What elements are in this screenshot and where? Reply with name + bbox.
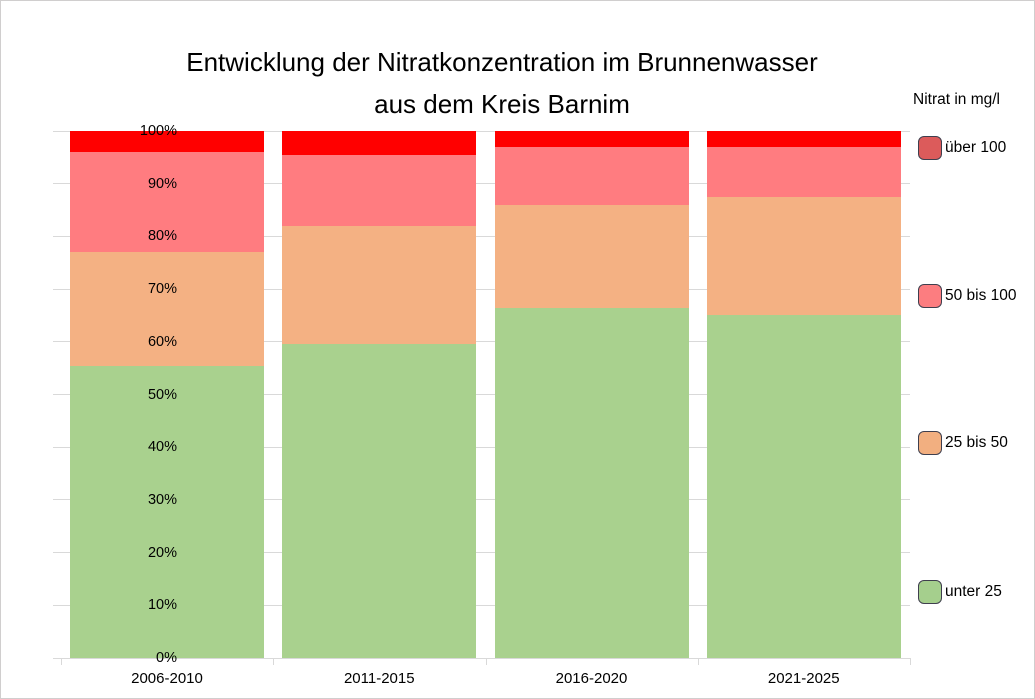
bar-segment-über-100 bbox=[70, 131, 265, 153]
bar-segment-unter-25 bbox=[706, 315, 901, 658]
bar-segment-25-bis-50 bbox=[494, 204, 689, 308]
gridline bbox=[61, 446, 910, 448]
bar-segment-über-100 bbox=[706, 131, 901, 147]
y-axis-tick bbox=[53, 446, 61, 448]
chart-title: Entwicklung der Nitratkonzentration im B… bbox=[1, 41, 1003, 125]
y-axis-tick bbox=[53, 288, 61, 290]
bar-segment-25-bis-50 bbox=[282, 225, 477, 345]
plot-area bbox=[61, 130, 910, 659]
y-axis-tick-label: 40% bbox=[147, 439, 177, 456]
bar-segment-über-100 bbox=[282, 131, 477, 155]
bar-segment-unter-25 bbox=[282, 344, 477, 658]
legend-title: Nitrat in mg/l bbox=[913, 91, 1000, 108]
y-axis-tick-label: 90% bbox=[147, 175, 177, 192]
y-axis-tick bbox=[53, 499, 61, 501]
bar-segment-25-bis-50 bbox=[706, 196, 901, 316]
legend-swatch-icon bbox=[918, 580, 942, 604]
y-axis-tick bbox=[53, 341, 61, 343]
bar-segment-50-bis-100 bbox=[282, 154, 477, 226]
y-axis-tick-label: 100% bbox=[139, 123, 177, 139]
y-axis-tick bbox=[53, 183, 61, 185]
y-axis-tick bbox=[53, 657, 61, 659]
x-axis-tick bbox=[910, 658, 911, 665]
gridline bbox=[61, 499, 910, 501]
x-axis-label: 2006-2010 bbox=[131, 670, 203, 687]
x-axis-label: 2011-2015 bbox=[343, 670, 415, 687]
legend-swatch-icon bbox=[918, 136, 942, 160]
y-axis-tick bbox=[53, 552, 61, 554]
y-axis-tick-label: 10% bbox=[147, 597, 177, 614]
bar-segment-50-bis-100 bbox=[706, 146, 901, 197]
y-axis-tick-label: 60% bbox=[147, 333, 177, 350]
bar-segment-über-100 bbox=[494, 131, 689, 147]
x-axis-label: 2016-2020 bbox=[555, 670, 628, 687]
x-axis-tick bbox=[273, 658, 275, 665]
y-axis-tick bbox=[53, 604, 61, 606]
x-axis-tick bbox=[61, 658, 62, 665]
legend-label: unter 25 bbox=[945, 583, 1002, 600]
y-axis-tick bbox=[53, 235, 61, 237]
y-axis-tick-label: 80% bbox=[147, 228, 177, 245]
y-axis-tick-label: 50% bbox=[147, 386, 177, 403]
gridline bbox=[61, 288, 910, 290]
legend-label: über 100 bbox=[945, 139, 1007, 156]
x-axis-tick bbox=[697, 658, 699, 665]
gridline bbox=[61, 130, 910, 132]
bar-segment-50-bis-100 bbox=[494, 146, 689, 205]
y-axis-tick-label: 70% bbox=[147, 281, 177, 298]
chart-title-line2: aus dem Kreis Barnim bbox=[374, 89, 630, 119]
legend-label: 25 bis 50 bbox=[945, 434, 1008, 451]
legend-label: 50 bis 100 bbox=[945, 287, 1017, 304]
gridline bbox=[61, 604, 910, 606]
gridline bbox=[61, 552, 910, 554]
y-axis-tick-label: 20% bbox=[147, 544, 177, 561]
gridline bbox=[61, 235, 910, 237]
y-axis-tick bbox=[53, 130, 61, 132]
gridline bbox=[61, 394, 910, 395]
legend-swatch-icon bbox=[918, 431, 942, 455]
x-axis-tick bbox=[485, 658, 487, 665]
gridline bbox=[61, 183, 910, 185]
y-axis-tick-label: 30% bbox=[147, 491, 177, 508]
bar-segment-25-bis-50 bbox=[70, 252, 265, 366]
bar-segment-unter-25 bbox=[70, 365, 265, 658]
chart-title-line1: Entwicklung der Nitratkonzentration im B… bbox=[186, 47, 818, 77]
bar-segment-unter-25 bbox=[494, 307, 689, 658]
gridline bbox=[61, 341, 910, 343]
legend-swatch-icon bbox=[918, 284, 942, 308]
bar-segment-50-bis-100 bbox=[70, 152, 265, 253]
y-axis-tick bbox=[53, 394, 61, 395]
y-axis-tick-label: 0% bbox=[156, 650, 177, 666]
x-axis-label: 2021-2025 bbox=[767, 670, 840, 687]
